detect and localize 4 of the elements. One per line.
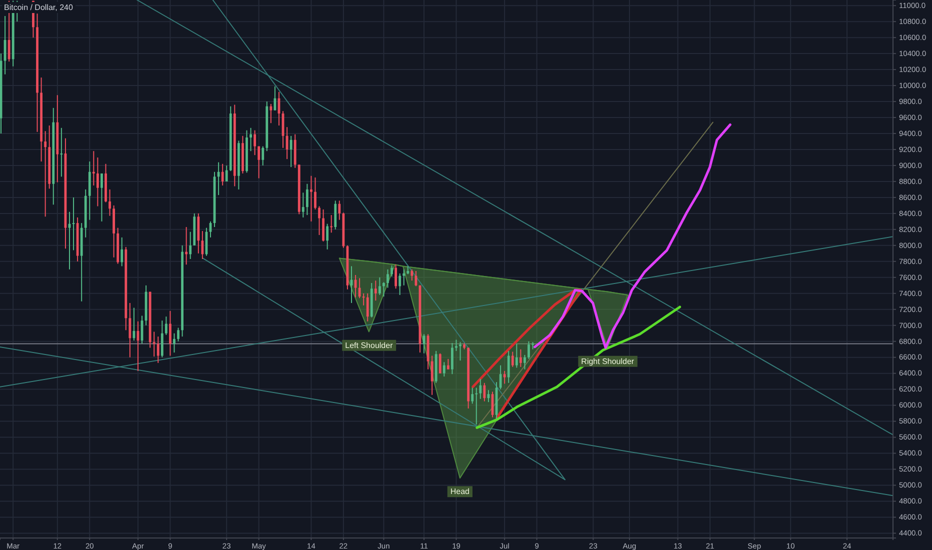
annotation: Right Shoulder <box>581 356 634 366</box>
annotation: Head <box>450 487 470 496</box>
chart-title: Bitcoin / Dollar, 240 <box>4 3 74 12</box>
annotation: Left Shoulder <box>345 340 394 350</box>
